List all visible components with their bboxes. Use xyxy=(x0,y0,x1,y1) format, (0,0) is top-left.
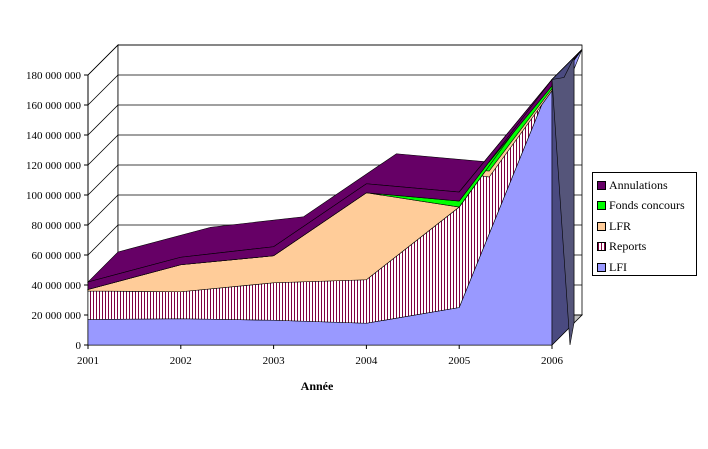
x-tick-label: 2006 xyxy=(541,355,564,367)
legend-label: Annulations xyxy=(609,177,668,192)
x-tick-label: 2002 xyxy=(170,355,192,367)
gridline-side xyxy=(87,164,119,196)
y-tick-label: 100 000 000 xyxy=(26,190,82,202)
x-tick-label: 2003 xyxy=(263,355,286,367)
y-tick-label: 0 xyxy=(76,340,82,352)
y-tick-label: 40 000 000 xyxy=(32,280,82,292)
legend-item-reports: Reports xyxy=(597,237,696,258)
legend-swatch-lfr xyxy=(597,221,606,231)
gridline-side xyxy=(87,44,119,76)
legend-item-fonds-concours: Fonds concours xyxy=(597,196,696,217)
legend-item-lfi: LFI xyxy=(597,257,696,278)
y-tick-label: 20 000 000 xyxy=(32,310,82,322)
gridline-side xyxy=(87,224,119,256)
legend-label: LFR xyxy=(609,218,632,233)
x-tick-label: 2004 xyxy=(355,355,378,367)
y-tick-label: 60 000 000 xyxy=(32,250,82,262)
legend-label: Fonds concours xyxy=(609,198,685,213)
y-axis-ticks: 0 20 000 000 40 000 000 60 000 000 80 000 00… xyxy=(26,70,88,352)
gridline-side xyxy=(87,104,119,136)
legend-swatch-fonds-concours xyxy=(597,201,606,211)
legend-swatch-reports xyxy=(597,242,606,252)
area-annulations xyxy=(87,79,553,290)
legend-swatch-annulations xyxy=(597,180,606,190)
legend-label: Reports xyxy=(609,239,647,254)
x-tick-label: 2005 xyxy=(448,355,471,367)
legend-swatch-lfi xyxy=(597,262,606,272)
legend-label: LFI xyxy=(609,259,627,274)
area-end-side xyxy=(551,57,575,346)
x-axis-ticks: 2001 2002 2003 2004 2005 2006 xyxy=(77,345,564,367)
gridline-side xyxy=(87,134,119,166)
area-series xyxy=(86,49,583,346)
y-tick-label: 180 000 000 xyxy=(26,70,82,82)
legend-item-lfr: LFR xyxy=(597,216,696,237)
legend-item-annulations: Annulations xyxy=(597,175,696,196)
y-tick-label: 120 000 000 xyxy=(26,160,82,172)
gridline-side xyxy=(87,74,119,106)
y-tick-label: 160 000 000 xyxy=(26,100,82,112)
x-tick-label: 2001 xyxy=(77,355,99,367)
y-tick-label: 140 000 000 xyxy=(26,130,82,142)
legend: Annulations Fonds concours LFR Reports L… xyxy=(592,172,697,276)
gridline-side xyxy=(87,194,119,226)
y-tick-label: 80 000 000 xyxy=(32,220,82,232)
x-axis-title: Année xyxy=(301,379,334,393)
